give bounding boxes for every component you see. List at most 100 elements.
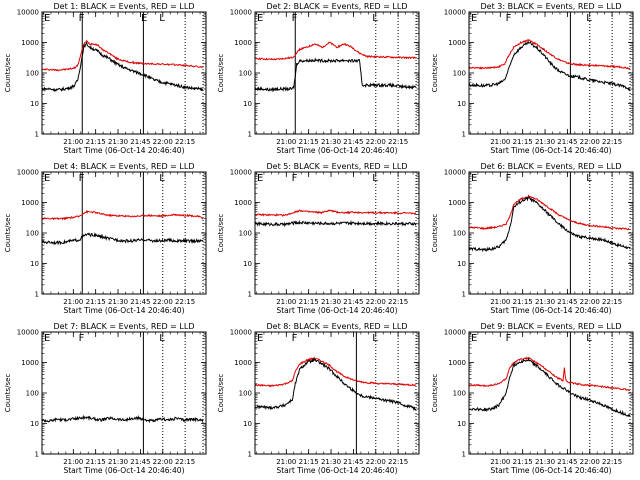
x-axis-label: Start Time (06-Oct-14 20:46:40) (63, 306, 184, 315)
events-series-line (255, 219, 417, 228)
x-tick-label: 21:30 (535, 458, 555, 466)
lld-series-line (469, 356, 631, 392)
x-tick-label: 22:15 (388, 138, 408, 146)
state-marker-e: E (44, 173, 50, 184)
detector-panel-6: Det 6: BLACK = Events, RED = LLD Counts/s… (431, 162, 634, 315)
y-axis-label: Counts/sec (4, 214, 12, 253)
x-tick-label: 21:00 (276, 138, 296, 146)
x-tick-label: 22:00 (153, 138, 173, 146)
plot-frame (41, 11, 207, 135)
x-tick-label: 21:15 (86, 138, 106, 146)
x-tick-label: 21:00 (490, 138, 510, 146)
y-tick-label: 10 (243, 260, 252, 268)
detector-panel-9: Det 9: BLACK = Events, RED = LLD Counts/s… (431, 322, 634, 475)
x-tick-label: 21:00 (276, 458, 296, 466)
panel-title: Det 4: BLACK = Events, RED = LLD (54, 162, 195, 171)
y-tick-label: 10 (30, 260, 39, 268)
state-marker-l: L (159, 333, 165, 344)
y-tick-label: 1000 (234, 39, 252, 47)
y-tick-label: 100 (26, 390, 39, 398)
x-tick-label: 22:15 (175, 298, 195, 306)
x-tick-label: 21:45 (557, 458, 577, 466)
y-tick-label: 1000 (234, 359, 252, 367)
lld-series-line (42, 39, 204, 72)
events-series-line (469, 357, 631, 418)
state-marker-f: F (292, 173, 298, 184)
y-tick-label: 100 (453, 70, 466, 78)
x-tick-label: 21:30 (108, 138, 128, 146)
y-tick-label: 10000 (230, 329, 252, 337)
x-tick-label: 21:45 (130, 298, 150, 306)
y-tick-label: 10 (30, 420, 39, 428)
state-marker-l: L (159, 173, 165, 184)
state-marker-e: E (257, 173, 263, 184)
state-marker-l: L (159, 13, 165, 24)
x-tick-label: 22:15 (175, 458, 195, 466)
x-tick-label: 21:30 (535, 138, 555, 146)
x-tick-label: 21:15 (299, 138, 319, 146)
x-tick-label: 21:15 (86, 458, 106, 466)
y-axis-label: Counts/sec (217, 54, 225, 93)
x-tick-label: 21:45 (343, 298, 363, 306)
panel-title: Det 7: BLACK = Events, RED = LLD (54, 322, 195, 331)
x-tick-label: 22:00 (580, 298, 600, 306)
state-marker-f: F (292, 13, 298, 24)
panel-title: Det 1: BLACK = Events, RED = LLD (54, 2, 195, 11)
y-tick-label: 100 (239, 70, 252, 78)
x-tick-label: 21:00 (490, 458, 510, 466)
x-tick-label: 21:45 (343, 138, 363, 146)
state-marker-e: E (44, 333, 50, 344)
detector-panel-8: Det 8: BLACK = Events, RED = LLD Counts/s… (217, 322, 420, 475)
x-tick-label: 21:15 (513, 138, 533, 146)
x-tick-label: 22:00 (153, 458, 173, 466)
y-tick-label: 1 (35, 451, 39, 459)
state-marker-f: F (506, 333, 512, 344)
y-axis-label: Counts/sec (431, 374, 439, 413)
y-tick-label: 1 (35, 291, 39, 299)
panel-title: Det 9: BLACK = Events, RED = LLD (481, 322, 622, 331)
y-tick-label: 10000 (444, 329, 466, 337)
plot-frame (468, 11, 634, 135)
plot-frame (254, 11, 420, 135)
x-tick-label: 21:00 (276, 298, 296, 306)
events-series-line (255, 57, 417, 93)
events-series-line (42, 41, 204, 93)
state-marker-e: E (257, 13, 263, 24)
x-tick-label: 21:00 (63, 458, 83, 466)
y-tick-label: 1000 (448, 39, 466, 47)
x-tick-label: 22:00 (580, 458, 600, 466)
y-tick-label: 10 (243, 100, 252, 108)
y-tick-label: 10 (457, 100, 466, 108)
lld-series-line (469, 194, 630, 231)
y-tick-label: 100 (26, 230, 39, 238)
lld-series-line (255, 41, 417, 61)
y-tick-label: 1 (35, 131, 39, 139)
detector-panel-4: Det 4: BLACK = Events, RED = LLD Counts/s… (4, 162, 207, 315)
detector-panel-1: Det 1: BLACK = Events, RED = LLD Counts/s… (4, 2, 207, 155)
y-tick-label: 10 (457, 260, 466, 268)
plot-frame (254, 171, 420, 295)
detector-panel-3: Det 3: BLACK = Events, RED = LLD Counts/s… (431, 2, 634, 155)
x-tick-label: 21:30 (321, 458, 341, 466)
x-tick-label: 21:45 (130, 138, 150, 146)
y-tick-label: 1000 (21, 39, 39, 47)
x-axis-label: Start Time (06-Oct-14 20:46:40) (63, 146, 184, 155)
x-tick-label: 22:00 (366, 298, 386, 306)
state-marker-l: L (372, 333, 378, 344)
x-tick-label: 22:00 (153, 298, 173, 306)
y-tick-label: 10000 (230, 9, 252, 17)
x-axis-label: Start Time (06-Oct-14 20:46:40) (490, 306, 611, 315)
plot-frame (254, 331, 420, 455)
y-tick-label: 10 (457, 420, 466, 428)
y-tick-label: 1000 (448, 359, 466, 367)
x-tick-label: 21:45 (557, 298, 577, 306)
x-tick-label: 22:00 (580, 138, 600, 146)
x-tick-label: 21:30 (321, 138, 341, 146)
y-tick-label: 10000 (444, 169, 466, 177)
state-marker-e: E (471, 13, 477, 24)
y-tick-label: 10000 (444, 9, 466, 17)
y-tick-label: 1 (462, 131, 466, 139)
state-marker-e: E (471, 333, 477, 344)
state-marker-f: F (292, 333, 298, 344)
